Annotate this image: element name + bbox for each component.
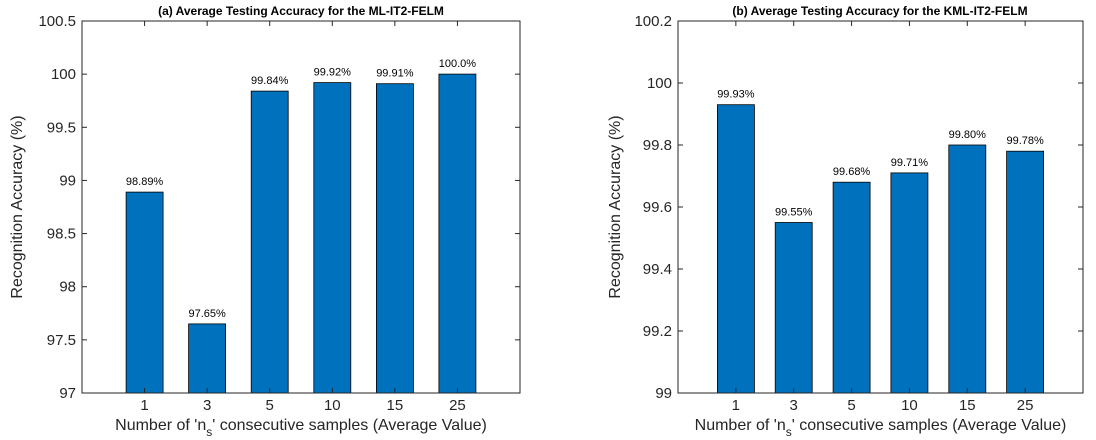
chart-a: 97 97.5 98 98.5 99 99.5 100 100.5 1 3 5 10 15 25 98.89…: [9, 4, 521, 439]
bar-15: [948, 144, 987, 394]
chart-b: 99 99.2 99.4 99.6 99.8 100 100.2 1 3 5 10 15 25 99.93…: [607, 4, 1084, 439]
data-label: 99.84%: [251, 75, 289, 87]
x-axis-title: Number of 'ns' consecutive samples (Aver…: [695, 417, 1067, 439]
bar-25: [1006, 150, 1044, 394]
data-label: 99.71%: [891, 157, 929, 169]
data-label: 97.65%: [188, 308, 226, 320]
x-tick-label: 25: [1017, 397, 1034, 414]
data-label: 99.55%: [775, 207, 813, 219]
bar-1: [717, 104, 755, 394]
x-tick-label: 3: [790, 397, 798, 414]
data-label: 99.80%: [949, 129, 987, 141]
data-label: 100.0%: [439, 58, 477, 70]
y-tick-label: 100: [647, 75, 672, 92]
data-label: 99.92%: [314, 67, 352, 79]
y-tick-label: 100: [51, 66, 76, 83]
data-label: 99.91%: [376, 68, 414, 80]
x-tick-label: 15: [387, 397, 404, 414]
chart-title: (a) Average Testing Accuracy for the ML-…: [158, 4, 444, 18]
bar-10: [313, 82, 352, 394]
y-tick-label: 98.5: [47, 226, 76, 243]
x-tick-label: 1: [732, 397, 740, 414]
axes-box: [81, 20, 521, 394]
bar-15: [375, 83, 414, 394]
x-tick-label: 25: [449, 397, 466, 414]
y-tick-label: 99.8: [643, 137, 672, 154]
bar-5: [250, 90, 289, 394]
data-label: 99.93%: [717, 89, 755, 101]
y-tick-label: 99.2: [643, 323, 672, 340]
y-tick-label: 99.5: [47, 119, 76, 136]
data-label: 98.89%: [126, 176, 164, 188]
bar-3: [774, 222, 813, 394]
y-tick-label: 100.2: [634, 13, 672, 30]
bar-1: [125, 191, 164, 394]
x-axis-title: Number of 'ns' consecutive samples (Aver…: [115, 417, 487, 439]
y-tick-label: 99: [655, 385, 672, 402]
y-tick-label: 97.5: [47, 332, 76, 349]
data-label: 99.68%: [833, 166, 871, 178]
y-tick-label: 99.6: [643, 199, 672, 216]
x-tick-label: 15: [959, 397, 976, 414]
bar-25: [438, 73, 477, 394]
chart-title: (b) Average Testing Accuracy for the KML…: [732, 4, 1027, 18]
x-tick-label: 10: [901, 397, 918, 414]
bar-3: [188, 323, 227, 394]
y-axis-title: Recognition Accuracy (%): [607, 115, 624, 298]
x-tick-label: 3: [203, 397, 211, 414]
y-tick-label: 99: [59, 172, 76, 189]
y-tick-label: 97: [59, 385, 76, 402]
y-tick-label: 100.5: [38, 13, 76, 30]
y-tick-label: 98: [59, 279, 76, 296]
x-tick-label: 5: [266, 397, 274, 414]
y-axis-title: Recognition Accuracy (%): [9, 115, 26, 298]
bar-5: [832, 181, 871, 394]
data-label: 99.78%: [1006, 135, 1044, 147]
bar-10: [890, 172, 929, 394]
y-tick-label: 99.4: [643, 261, 672, 278]
x-tick-label: 1: [140, 397, 148, 414]
x-tick-label: 5: [847, 397, 855, 414]
x-tick-label: 10: [324, 397, 341, 414]
